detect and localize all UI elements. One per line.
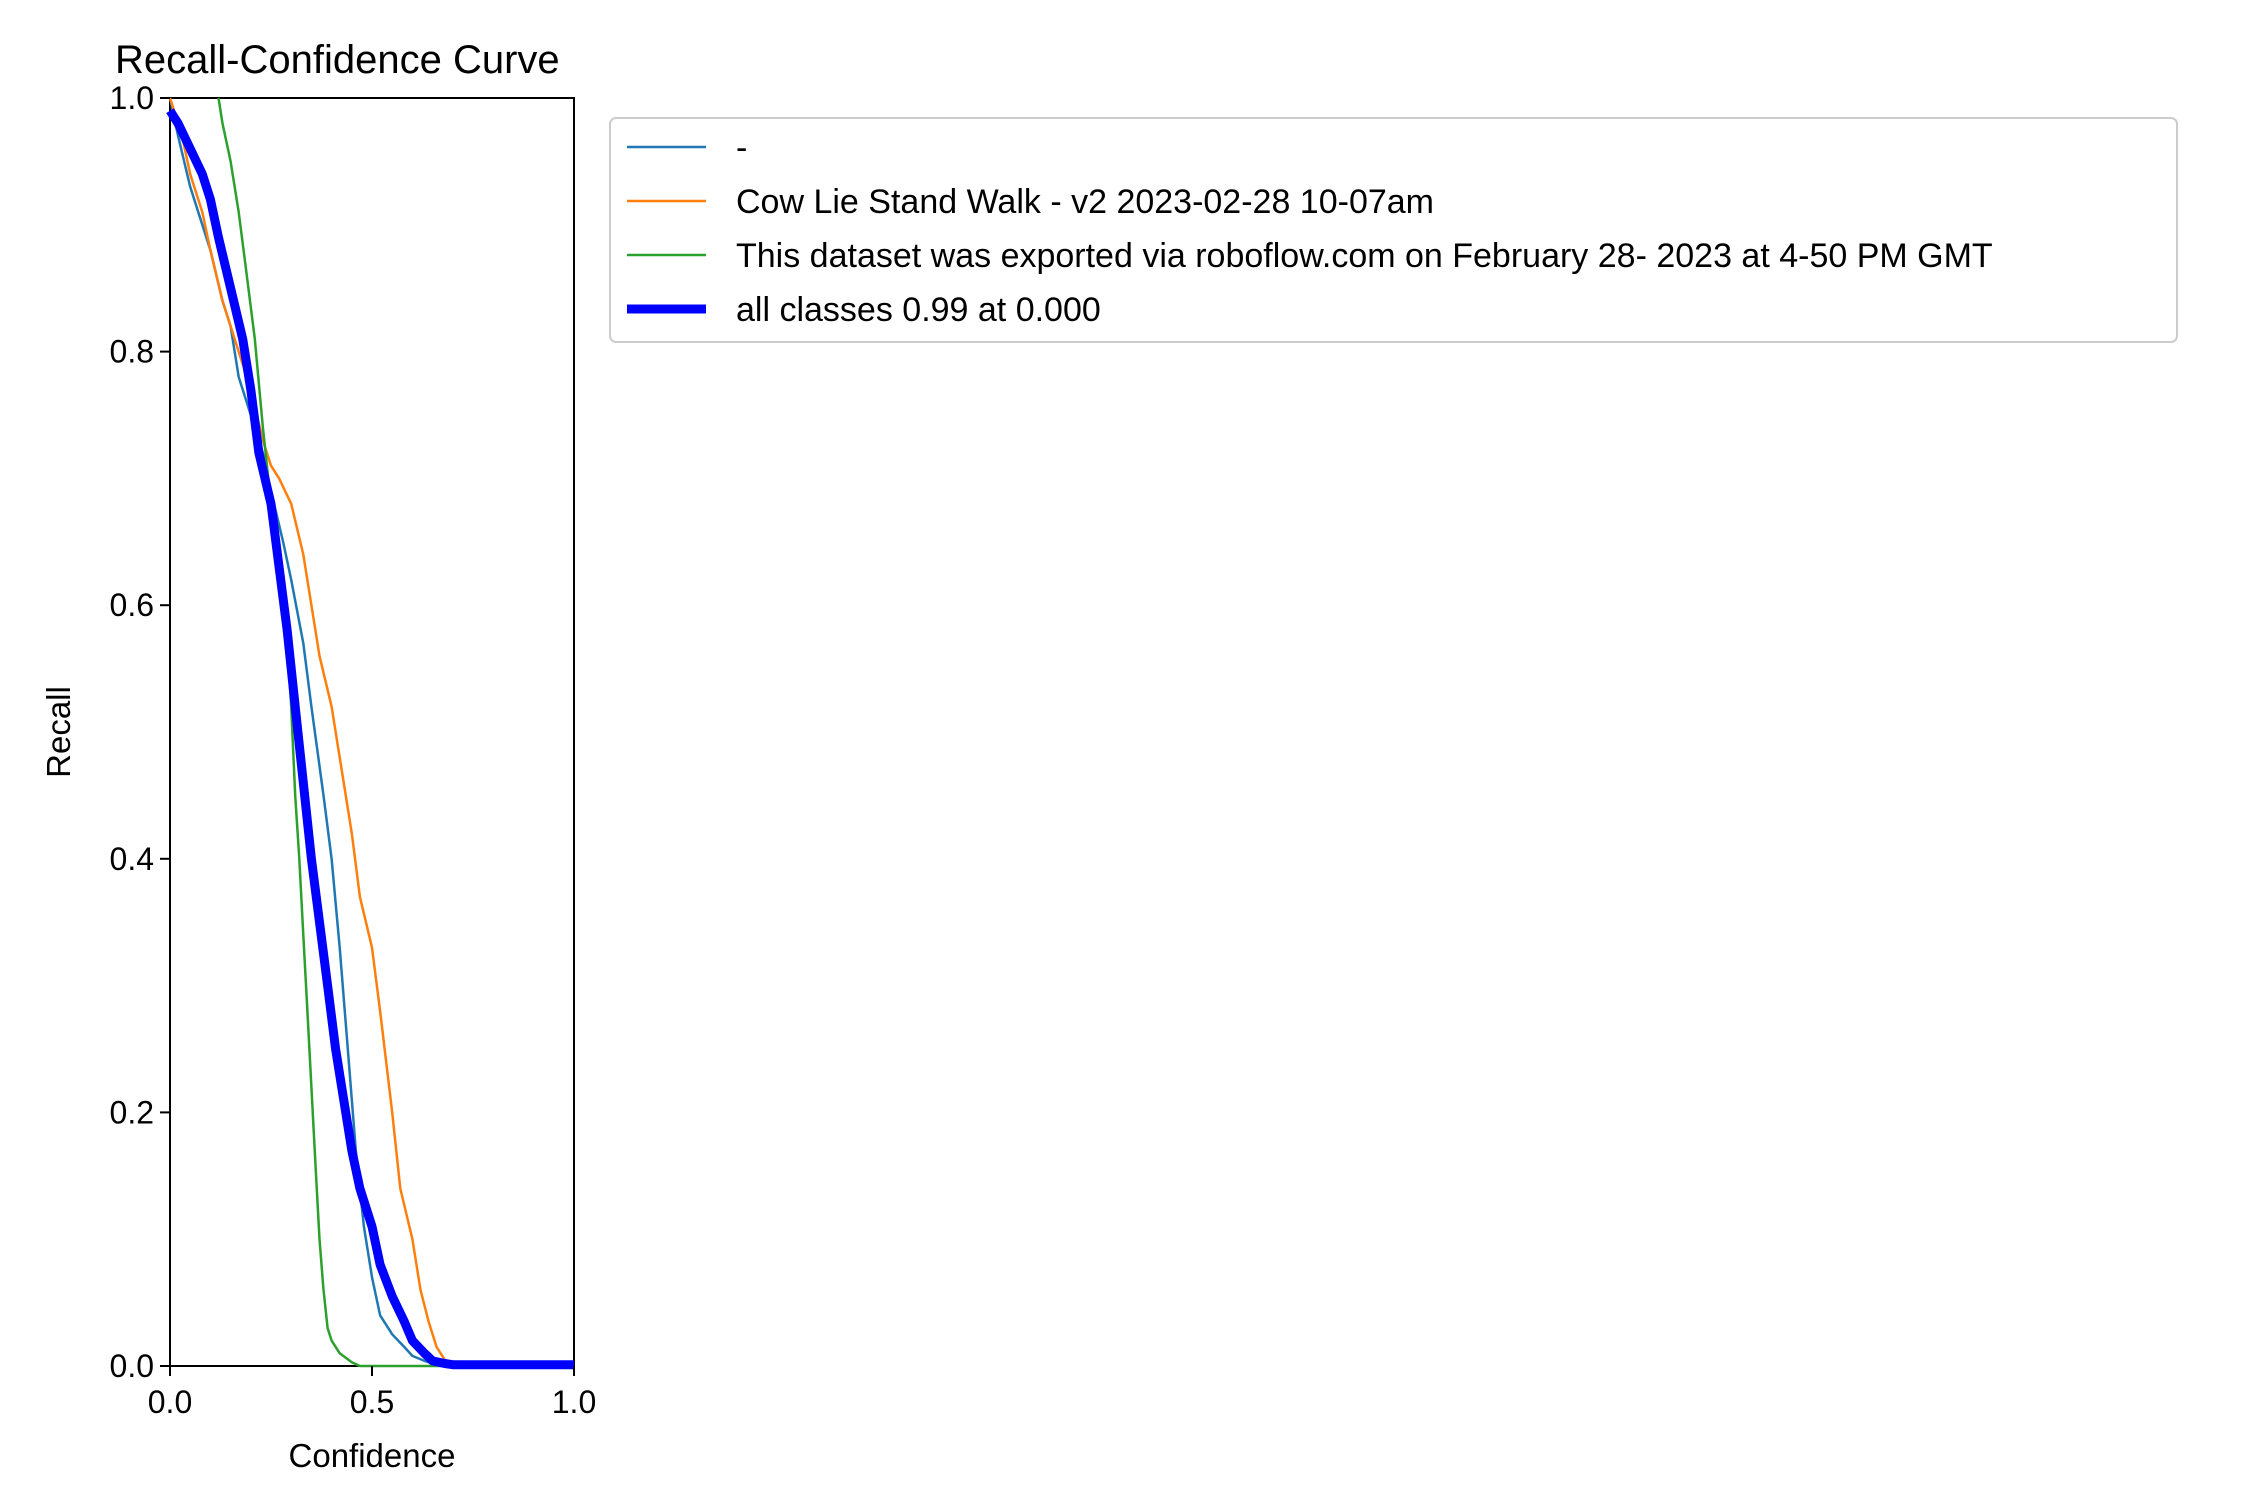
- series-line-2: [168, 97, 574, 1365]
- legend-label-3: This dataset was exported via roboflow.c…: [736, 237, 1993, 275]
- series-line-3: [217, 97, 574, 1368]
- series-line-4: [166, 108, 574, 1370]
- x-axis-label: Confidence: [289, 1437, 456, 1474]
- x-tick-label: 0.0: [148, 1384, 192, 1420]
- y-tick-label: 0.4: [110, 841, 154, 877]
- y-tick-label: 0.2: [110, 1094, 154, 1130]
- legend-items: - Cow Lie Stand Walk - v2 2023-02-28 10-0…: [627, 129, 1993, 329]
- y-axis-ticks: 0.0 0.2 0.4 0.6 0.8 1.0: [110, 80, 170, 1384]
- x-tick-label: 0.5: [350, 1384, 394, 1420]
- y-tick-label: 0.8: [110, 334, 154, 370]
- series-lines: [166, 97, 574, 1370]
- chart-title: Recall-Confidence Curve: [115, 38, 560, 82]
- x-axis-ticks: 0.0 0.5 1.0: [148, 1366, 596, 1420]
- y-tick-label: 1.0: [110, 80, 154, 116]
- y-axis-label: Recall: [40, 686, 77, 778]
- legend-box: [609, 117, 2178, 343]
- y-tick-label: 0.6: [110, 587, 154, 623]
- legend: - Cow Lie Stand Walk - v2 2023-02-28 10-0…: [609, 117, 2178, 343]
- legend-label-4: all classes 0.99 at 0.000: [736, 291, 1101, 329]
- legend-label-2: Cow Lie Stand Walk - v2 2023-02-28 10-07…: [736, 183, 1434, 221]
- y-tick-label: 0.0: [110, 1348, 154, 1384]
- x-tick-label: 1.0: [552, 1384, 596, 1420]
- legend-label-1: -: [736, 129, 747, 167]
